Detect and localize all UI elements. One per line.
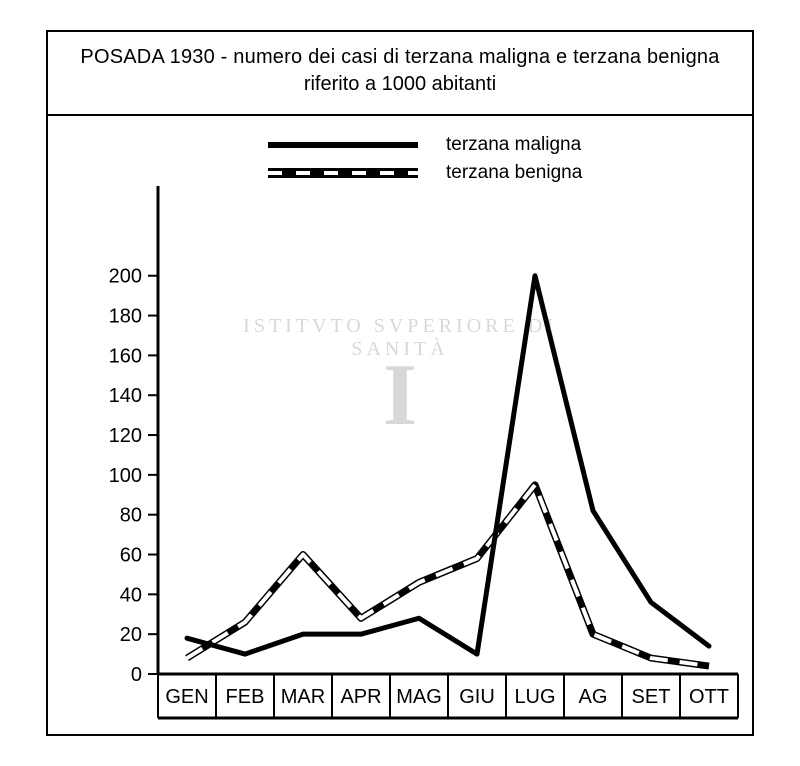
svg-text:GEN: GEN [165, 686, 208, 708]
title-line-1: POSADA 1930 - numero dei casi di terzana… [60, 46, 740, 69]
plot-area: terzana maligna terzana benigna ISTITVTO… [48, 116, 752, 728]
svg-text:GIU: GIU [459, 686, 495, 708]
svg-text:SET: SET [632, 686, 671, 708]
svg-text:120: 120 [109, 425, 142, 447]
svg-text:100: 100 [109, 465, 142, 487]
chart-frame: POSADA 1930 - numero dei casi di terzana… [46, 30, 754, 736]
title-box: POSADA 1930 - numero dei casi di terzana… [48, 32, 752, 116]
plot-svg: 0 20 40 60 80 100 120 140 160 180 200 GEN FEB MAR APR M… [48, 116, 752, 728]
svg-text:MAG: MAG [396, 686, 442, 708]
svg-text:180: 180 [109, 306, 142, 328]
svg-text:AG: AG [579, 686, 608, 708]
svg-text:200: 200 [109, 266, 142, 288]
title-line-2: riferito a 1000 abitanti [60, 73, 740, 96]
svg-text:160: 160 [109, 345, 142, 367]
svg-text:20: 20 [120, 624, 142, 646]
svg-text:80: 80 [120, 505, 142, 527]
svg-text:60: 60 [120, 545, 142, 567]
svg-text:LUG: LUG [514, 686, 555, 708]
svg-text:FEB: FEB [226, 686, 265, 708]
svg-text:OTT: OTT [689, 686, 729, 708]
svg-text:40: 40 [120, 584, 142, 606]
svg-text:APR: APR [340, 686, 381, 708]
svg-text:0: 0 [131, 664, 142, 686]
svg-text:MAR: MAR [281, 686, 325, 708]
svg-text:140: 140 [109, 385, 142, 407]
